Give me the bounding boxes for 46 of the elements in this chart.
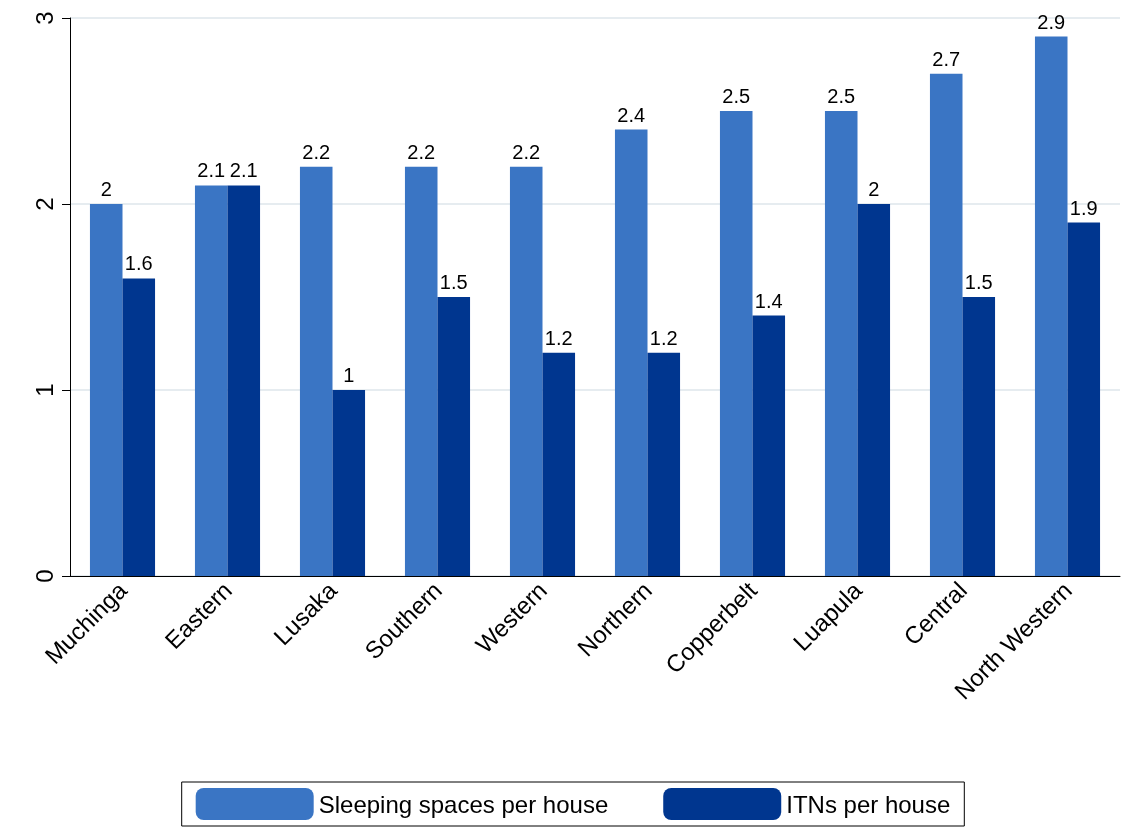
- bar: [509, 166, 543, 576]
- data-label: 1.2: [544, 326, 573, 349]
- bar: [614, 129, 648, 576]
- bar: [962, 297, 996, 576]
- legend-label: Sleeping spaces per house: [318, 790, 609, 818]
- bar: [719, 111, 753, 576]
- bar: [647, 352, 681, 576]
- bar: [299, 166, 333, 576]
- y-tick-label: 2: [30, 197, 58, 211]
- y-tick-label: 0: [30, 569, 58, 583]
- data-label: 1.4: [754, 289, 783, 312]
- legend-label: ITNs per house: [786, 790, 951, 818]
- bar: [542, 352, 576, 576]
- data-label: 1.5: [439, 271, 468, 293]
- bar: [857, 204, 891, 576]
- data-label: 2.1: [197, 159, 226, 182]
- bar: [824, 111, 858, 576]
- data-label: 1.2: [649, 326, 678, 349]
- data-label: 1.5: [964, 271, 993, 293]
- data-label: 2.9: [1037, 10, 1066, 33]
- bar: [404, 166, 438, 576]
- bar: [122, 278, 156, 576]
- bar: [332, 390, 366, 576]
- bar: [227, 185, 261, 576]
- bar: [194, 185, 228, 576]
- bar: [1067, 222, 1101, 576]
- data-label: 2.1: [229, 159, 258, 182]
- data-label: 2.2: [302, 140, 331, 163]
- data-label: 2.5: [722, 85, 751, 107]
- bar: [437, 297, 471, 576]
- data-label: 2: [868, 178, 880, 200]
- bar: [1034, 36, 1068, 576]
- data-label: 2.2: [512, 140, 541, 163]
- y-tick-label: 1: [30, 383, 58, 397]
- data-label: 1.6: [124, 252, 153, 275]
- data-label: 2.5: [827, 85, 856, 107]
- bar: [752, 315, 786, 576]
- data-label: 2: [100, 178, 112, 200]
- bar: [929, 73, 963, 576]
- data-label: 2.2: [407, 140, 436, 163]
- data-label: 1.9: [1069, 196, 1098, 219]
- data-label: 2.4: [617, 103, 646, 126]
- bar: [89, 204, 123, 576]
- y-tick-label: 3: [30, 11, 58, 25]
- data-label: 1: [343, 364, 355, 386]
- data-label: 2.7: [932, 47, 961, 70]
